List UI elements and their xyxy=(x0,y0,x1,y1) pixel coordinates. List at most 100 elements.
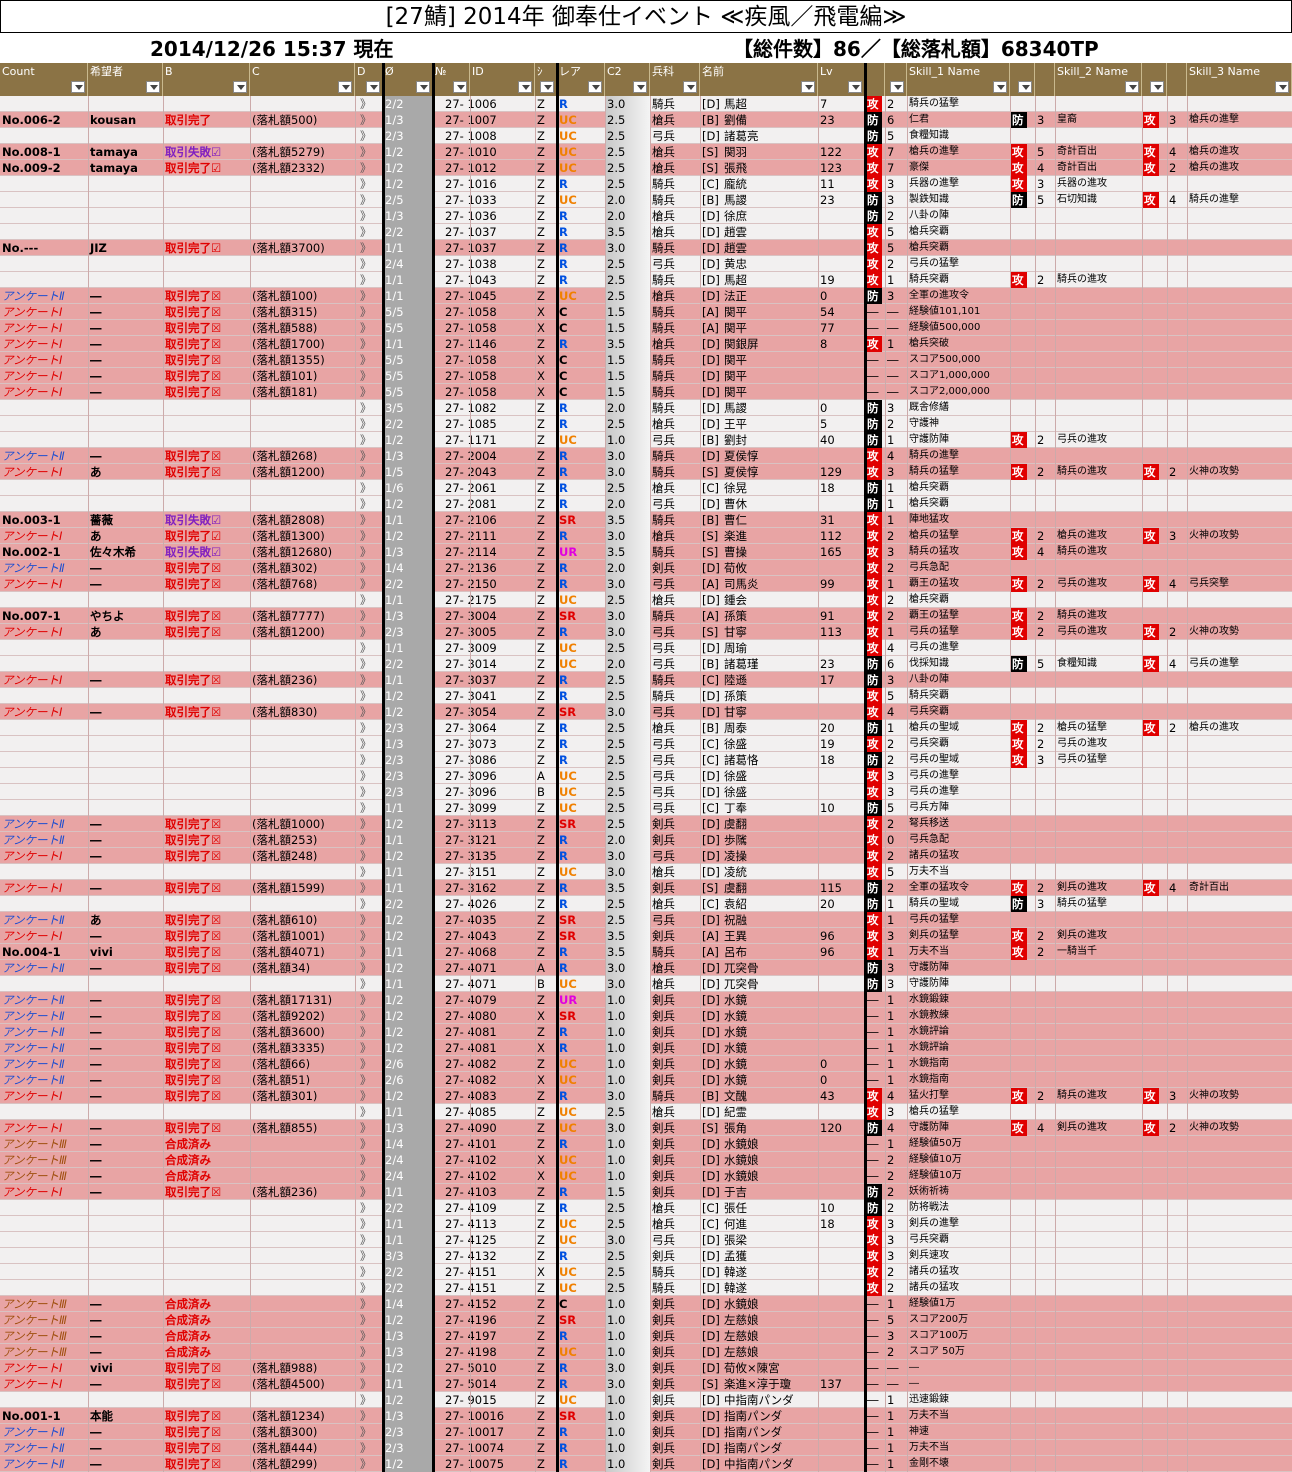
requester-cell: あ xyxy=(90,913,102,927)
filter-dropdown[interactable] xyxy=(233,81,247,93)
filter-dropdown[interactable] xyxy=(518,81,532,93)
rarity-cell: UR xyxy=(559,545,578,559)
cell: [D] xyxy=(702,689,720,703)
filter-dropdown[interactable] xyxy=(146,81,160,93)
cell: 2 xyxy=(887,561,895,575)
cell: X xyxy=(537,385,545,399)
skill-type-badge: ― xyxy=(867,1313,879,1327)
level-cell: 17 xyxy=(820,673,835,687)
cell: 1 xyxy=(887,1409,895,1423)
skill-type-badge: 防 xyxy=(865,896,882,912)
skill-name-cell: 槍兵の聖域 xyxy=(909,722,959,733)
column-header-label: C xyxy=(252,65,260,78)
cell: 剣兵 xyxy=(652,1329,675,1343)
filter-dropdown[interactable] xyxy=(1150,81,1164,93)
skill-type-badge: ― xyxy=(867,1041,879,1055)
filter-dropdown[interactable] xyxy=(71,81,85,93)
rarity-cell: R xyxy=(559,1329,568,1343)
filter-dropdown[interactable] xyxy=(683,81,697,93)
filter-dropdown[interactable] xyxy=(993,81,1007,93)
cell: 騎兵 xyxy=(652,1281,675,1295)
grid-line xyxy=(650,96,651,1472)
filter-dropdown[interactable] xyxy=(588,81,602,93)
status-cell: 合成済み xyxy=(165,1329,211,1343)
skill-type-badge: ― xyxy=(867,1137,879,1151)
fraction-cell: 1/2 xyxy=(383,528,433,544)
cell: 剣兵 xyxy=(652,1425,675,1439)
c2-cell: 1.0 xyxy=(605,1040,650,1056)
status-cell: 取引完了☒ xyxy=(165,577,222,591)
filter-dropdown[interactable] xyxy=(890,81,904,93)
c2-cell: 2.5 xyxy=(605,480,650,496)
id-cell: 27- 4071 xyxy=(445,977,497,991)
cell: 3 xyxy=(887,1233,895,1247)
fraction-cell: 1/2 xyxy=(383,160,433,176)
skill-name-cell: 槍兵突覇 xyxy=(909,242,949,253)
rarity-cell: R xyxy=(559,337,568,351)
count-cell: アンケートⅡ xyxy=(2,913,65,927)
id-cell: 27- 3135 xyxy=(445,849,497,863)
id-cell: 27- 4085 xyxy=(445,1105,497,1119)
rarity-cell: R xyxy=(559,945,568,959)
cell: (落札額2332) xyxy=(252,161,325,175)
skill-type-badge: ― xyxy=(867,369,879,383)
cell: 4 xyxy=(887,1121,895,1135)
rarity-cell: UC xyxy=(559,1345,577,1359)
cell: 3 xyxy=(887,961,895,975)
status-cell: 取引完了☒ xyxy=(165,1089,222,1103)
name-cell: 兀突骨 xyxy=(724,977,759,991)
filter-dropdown[interactable] xyxy=(1125,81,1139,93)
cell: Z xyxy=(537,881,545,895)
skill-name-cell: 仁君 xyxy=(909,114,929,125)
filter-dropdown[interactable] xyxy=(416,81,430,93)
skill-type-badge: ― xyxy=(867,1025,879,1039)
cell: [B] xyxy=(702,721,719,735)
cell: [C] xyxy=(702,1201,720,1215)
cell: [D] xyxy=(702,1169,720,1183)
count-cell: アンケートⅢ xyxy=(2,1297,67,1311)
rarity-cell: UC xyxy=(559,1233,577,1247)
cell: ― xyxy=(887,353,899,367)
cell: 2 xyxy=(1169,625,1177,639)
cell: [D] xyxy=(702,561,720,575)
column-header xyxy=(1167,63,1187,96)
rarity-cell: UC xyxy=(559,1153,577,1167)
c2-cell: 3.5 xyxy=(605,512,650,528)
skill-name-cell: 万夫不当 xyxy=(909,946,949,957)
row-marker: 》 xyxy=(360,833,372,847)
cell: [D] xyxy=(702,1025,720,1039)
count-cell: No.009-2 xyxy=(2,161,61,175)
filter-dropdown[interactable] xyxy=(338,81,352,93)
status-cell: 取引完了☒ xyxy=(165,913,222,927)
filter-dropdown[interactable] xyxy=(1275,81,1289,93)
name-cell: 諸葛恪 xyxy=(724,753,759,767)
row-marker: 》 xyxy=(360,577,372,591)
cell: 5 xyxy=(887,689,895,703)
fraction-cell: 3/3 xyxy=(383,1248,433,1264)
count-cell: アンケートⅠ xyxy=(2,305,63,319)
fraction-cell: 1/2 xyxy=(383,688,433,704)
skill-name-cell: 弓兵突撃 xyxy=(1189,578,1229,589)
count-cell: アンケートⅠ xyxy=(2,321,63,335)
skill-name-cell: 奇計百出 xyxy=(1189,882,1229,893)
cell: [S] xyxy=(702,161,719,175)
c2-cell: 2.5 xyxy=(605,752,650,768)
filter-dropdown[interactable] xyxy=(848,81,862,93)
skill-name-cell: 弓兵急配 xyxy=(909,834,949,845)
filter-dropdown[interactable] xyxy=(633,81,647,93)
id-cell: 27- 2111 xyxy=(445,529,497,543)
cell: 3 xyxy=(887,1329,895,1343)
skill-name-cell: 槍兵突覇 xyxy=(909,498,949,509)
c2-cell: 2.5 xyxy=(605,912,650,928)
c2-cell: 3.0 xyxy=(605,1120,650,1136)
skill-name-cell: スコア2,000,000 xyxy=(909,386,990,397)
c2-cell: 2.5 xyxy=(605,768,650,784)
cell: [D] xyxy=(702,849,720,863)
filter-dropdown[interactable] xyxy=(1018,81,1032,93)
filter-dropdown[interactable] xyxy=(453,81,467,93)
filter-dropdown[interactable] xyxy=(366,81,380,93)
name-cell: 趙雲 xyxy=(724,225,747,239)
filter-dropdown[interactable] xyxy=(801,81,815,93)
filter-dropdown[interactable] xyxy=(540,81,554,93)
count-cell: アンケートⅠ xyxy=(2,369,63,383)
